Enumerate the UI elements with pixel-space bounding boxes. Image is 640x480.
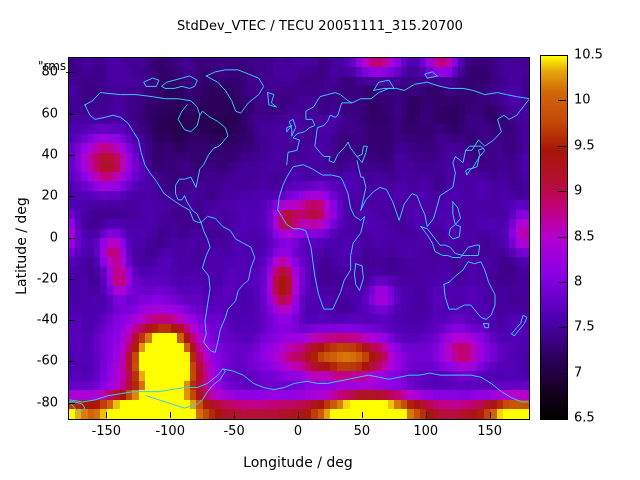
y-tick-mark xyxy=(69,279,75,280)
x-tick-mark xyxy=(106,412,107,418)
heatmap-canvas xyxy=(69,58,529,419)
x-tick-label: -50 xyxy=(223,424,245,439)
x-tick-mark xyxy=(234,412,235,418)
colorbar-tick-label: 7 xyxy=(574,365,583,381)
y-tick-label: -40 xyxy=(36,312,58,328)
colorbar-tick-label: 6.5 xyxy=(574,410,595,426)
x-tick-label: 50 xyxy=(353,424,371,439)
colorbar-tick-mark xyxy=(558,191,566,192)
x-tick-mark xyxy=(426,412,427,418)
y-tick-mark xyxy=(69,320,75,321)
x-tick-label: -100 xyxy=(155,424,185,439)
page-title: StdDev_VTEC / TECU 20051111_315.20700 xyxy=(176,19,464,34)
y-tick-mark xyxy=(69,196,75,197)
colorbar-tick-mark xyxy=(558,327,566,328)
colorbar-tick-label: 10.5 xyxy=(574,47,603,63)
x-tick-label: -150 xyxy=(91,424,122,439)
colorbar-tick-mark xyxy=(558,373,566,374)
heatmap-panel xyxy=(68,57,530,420)
colorbar-tick-label: 9.5 xyxy=(574,138,595,154)
y-tick-mark xyxy=(69,155,75,156)
x-tick-mark xyxy=(170,412,171,418)
colorbar-tick-mark xyxy=(558,282,566,283)
colorbar-tick-label: 7.5 xyxy=(574,319,595,335)
colorbar-tick-label: 8.5 xyxy=(574,229,595,244)
y-tick-label: 80 xyxy=(41,64,58,80)
y-tick-label: 0 xyxy=(49,230,58,245)
x-tick-mark xyxy=(298,412,299,418)
x-tick-label: 150 xyxy=(477,424,503,439)
y-tick-mark xyxy=(69,72,75,73)
colorbar-tick-mark xyxy=(558,146,566,147)
y-tick-mark xyxy=(69,238,75,239)
y-tick-mark xyxy=(69,403,75,404)
y-tick-label: -20 xyxy=(36,271,58,287)
plot-key-label: "rms_ xyxy=(38,59,73,73)
y-tick-mark xyxy=(69,361,75,362)
colorbar-tick-label: 8 xyxy=(574,274,583,290)
x-axis-title: Longitude / deg xyxy=(243,455,353,471)
x-tick-mark xyxy=(490,412,491,418)
colorbar-tick-label: 10 xyxy=(574,92,591,108)
x-tick-mark xyxy=(362,412,363,418)
y-tick-label: 40 xyxy=(41,147,58,163)
x-tick-label: 0 xyxy=(293,424,303,439)
y-tick-label: -60 xyxy=(36,353,58,369)
y-tick-label: 60 xyxy=(41,106,58,122)
x-tick-label: 100 xyxy=(413,424,439,439)
y-tick-label: -80 xyxy=(36,395,58,411)
y-tick-mark xyxy=(69,114,75,115)
colorbar-tick-mark xyxy=(558,237,566,238)
colorbar-tick-label: 9 xyxy=(574,183,583,199)
y-tick-label: 20 xyxy=(41,188,58,204)
colorbar-tick-mark xyxy=(558,100,566,101)
